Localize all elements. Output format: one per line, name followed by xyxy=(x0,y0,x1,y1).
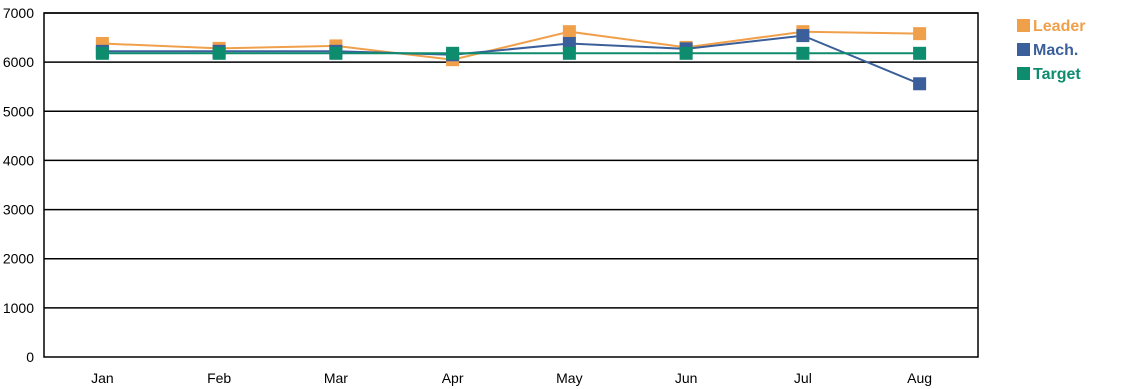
data-point-mach xyxy=(562,36,576,50)
axes xyxy=(43,12,979,358)
legend: Leader Mach. Target xyxy=(1017,18,1085,83)
x-axis-tick-labels: Jan Feb Mar Apr May Jun Jul Aug xyxy=(91,370,932,386)
data-point-target xyxy=(796,46,810,60)
y-axis-tick-labels: 0 1000 2000 3000 4000 5000 6000 7000 xyxy=(3,5,34,365)
data-point-mach xyxy=(796,29,810,43)
x-tick-label: Jul xyxy=(794,370,812,386)
gridlines xyxy=(44,12,978,309)
x-tick-label: Aug xyxy=(907,370,932,386)
x-tick-label: Mar xyxy=(324,370,348,386)
y-tick-label: 3000 xyxy=(3,202,34,218)
x-tick-label: Jun xyxy=(675,370,698,386)
data-point-target xyxy=(913,46,927,60)
series-markers xyxy=(95,25,927,91)
x-tick-label: Jan xyxy=(91,370,114,386)
x-tick-label: May xyxy=(556,370,582,386)
data-point-target xyxy=(562,46,576,60)
y-tick-label: 5000 xyxy=(3,103,34,119)
data-point-target xyxy=(329,46,343,60)
x-tick-label: Apr xyxy=(442,370,464,386)
data-point-mach xyxy=(913,77,927,91)
legend-label-leader: Leader xyxy=(1033,18,1085,35)
series-line-mach xyxy=(102,34,920,85)
series-line-leader xyxy=(102,30,920,61)
y-tick-label: 7000 xyxy=(3,5,34,21)
legend-swatch-target xyxy=(1017,67,1030,80)
data-point-target xyxy=(212,46,226,60)
data-point-leader xyxy=(562,25,576,39)
x-tick-label: Feb xyxy=(207,370,231,386)
legend-label-target: Target xyxy=(1033,66,1081,83)
data-point-leader xyxy=(913,27,927,41)
data-point-target xyxy=(679,46,693,60)
data-point-target xyxy=(446,46,460,60)
y-tick-label: 4000 xyxy=(3,152,34,168)
y-tick-label: 1000 xyxy=(3,300,34,316)
legend-label-mach: Mach. xyxy=(1033,42,1078,59)
series-lines xyxy=(102,30,920,85)
y-tick-label: 0 xyxy=(26,349,34,365)
y-tick-label: 2000 xyxy=(3,251,34,267)
legend-swatch-leader xyxy=(1017,19,1030,32)
legend-swatch-mach xyxy=(1017,43,1030,56)
plot-area-frame xyxy=(43,12,979,358)
y-tick-label: 6000 xyxy=(3,54,34,70)
data-point-target xyxy=(95,46,109,60)
